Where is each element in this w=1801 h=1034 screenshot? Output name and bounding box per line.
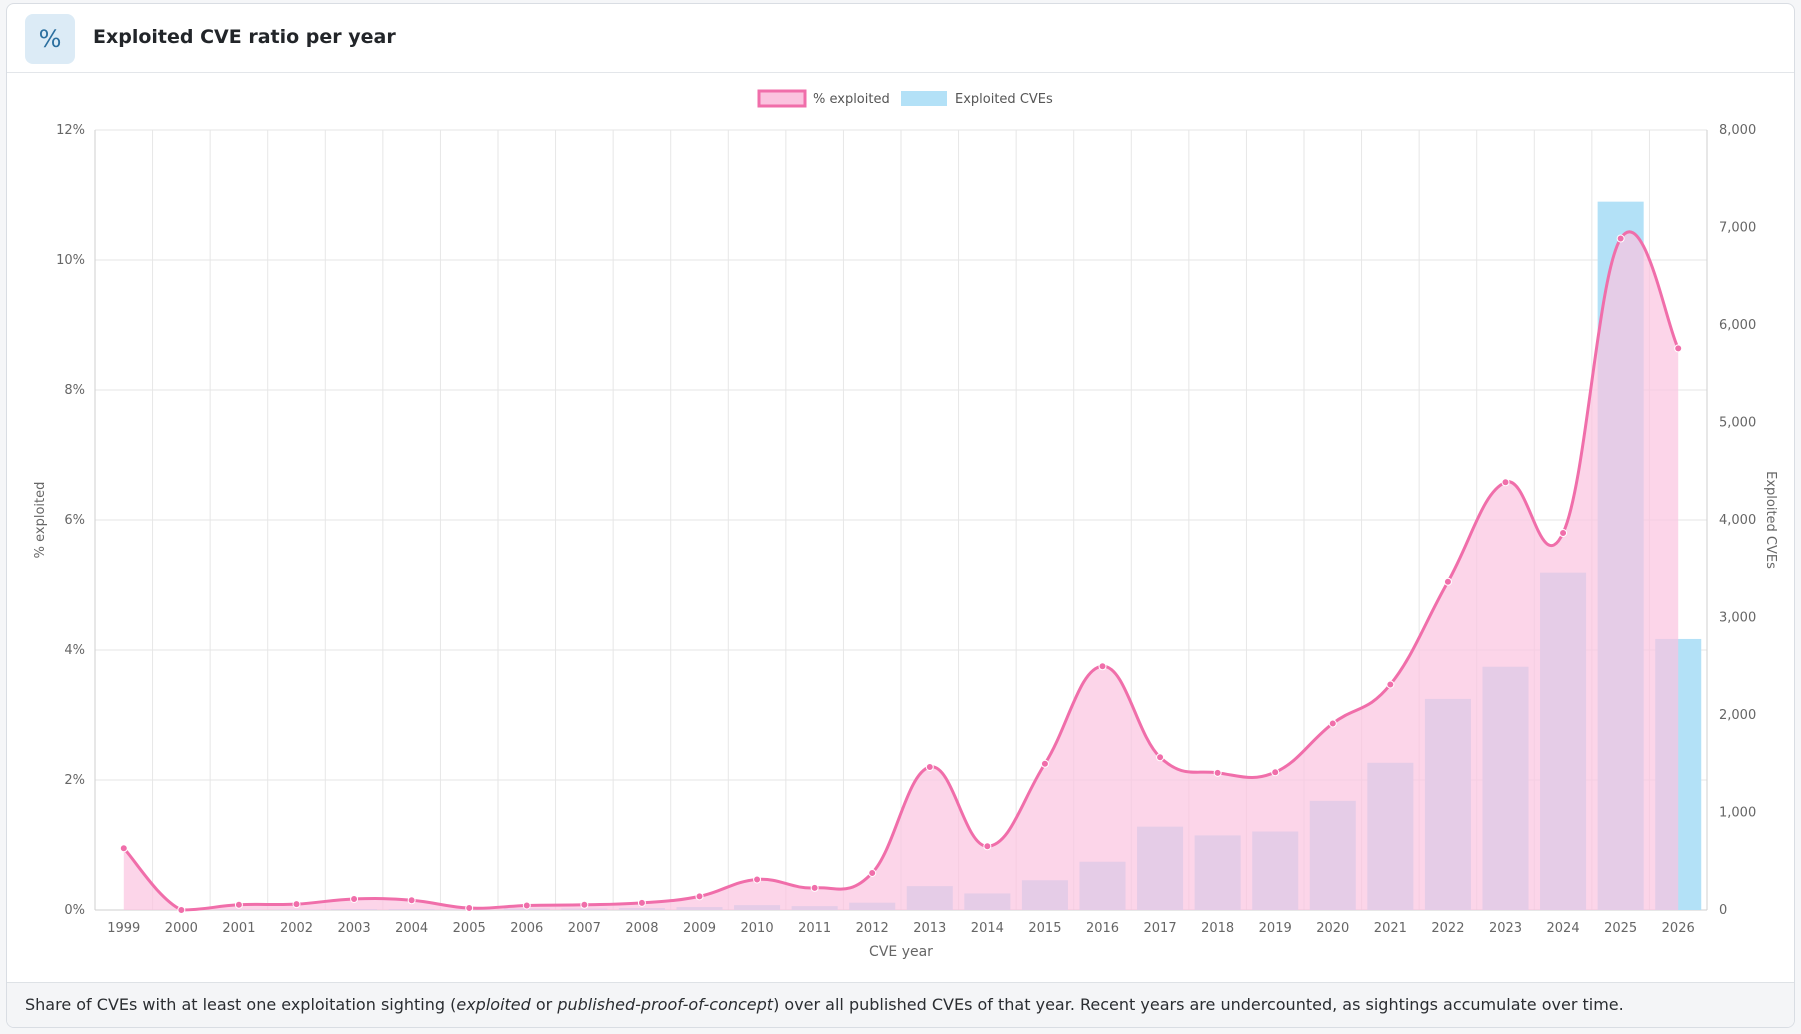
- x-tick-label: 2013: [913, 921, 946, 936]
- x-tick-label: 2005: [453, 921, 486, 936]
- legend-label-exploited-cves: Exploited CVEs: [955, 92, 1053, 107]
- x-axis-title: CVE year: [869, 944, 933, 960]
- y-right-tick-label: 0: [1719, 903, 1727, 918]
- point-pct-exploited: [637, 898, 646, 907]
- x-tick-label: 2024: [1547, 921, 1580, 936]
- y-right-tick-label: 2,000: [1719, 708, 1756, 723]
- x-tick-label: 2026: [1662, 921, 1695, 936]
- area-pct-exploited: [123, 231, 1679, 910]
- footer-text-part: or: [530, 995, 558, 1014]
- y-left-tick-label: 8%: [64, 383, 85, 398]
- chart-area: 0% 2% 4% 6% 8% 10% 12% 0 1,000 2,000 3,000 4,000 5,0…: [7, 73, 1794, 985]
- point-pct-exploited: [350, 894, 359, 903]
- x-tick-label: 2006: [510, 921, 543, 936]
- y-right-tick-label: 5,000: [1719, 416, 1756, 431]
- point-pct-exploited: [810, 883, 819, 892]
- footer-text-part: Share of CVEs with at least one exploita…: [25, 995, 457, 1014]
- legend-swatch-pct-exploited: [757, 89, 807, 108]
- card-footer: Share of CVEs with at least one exploita…: [7, 982, 1794, 1027]
- x-tick-label: 2001: [222, 921, 255, 936]
- point-pct-exploited: [1156, 753, 1165, 762]
- x-tick-label: 2018: [1201, 921, 1234, 936]
- x-tick-label: 2025: [1604, 921, 1637, 936]
- x-tick-label: 2016: [1086, 921, 1119, 936]
- x-tick-label: 2015: [1028, 921, 1061, 936]
- y-right-tick-label: 6,000: [1719, 318, 1756, 333]
- x-tick-label: 2009: [683, 921, 716, 936]
- legend-swatch-exploited-cves: [901, 91, 947, 106]
- point-pct-exploited: [1386, 680, 1395, 689]
- x-tick-label: 2017: [1144, 921, 1177, 936]
- x-tick-label: 2003: [338, 921, 371, 936]
- point-pct-exploited: [868, 868, 877, 877]
- x-tick-label: 2020: [1316, 921, 1349, 936]
- x-tick-label: 2023: [1489, 921, 1522, 936]
- percent-icon-glyph: %: [38, 25, 62, 53]
- point-pct-exploited: [407, 896, 416, 905]
- point-pct-exploited: [465, 904, 474, 913]
- y-right-tick-label: 4,000: [1719, 513, 1756, 528]
- point-pct-exploited: [119, 844, 128, 853]
- point-pct-exploited: [234, 900, 243, 909]
- y-right-tick-label: 7,000: [1719, 221, 1756, 236]
- point-pct-exploited: [1328, 719, 1337, 728]
- y-left-tick-label: 2%: [64, 773, 85, 788]
- x-tick-label: 2014: [971, 921, 1004, 936]
- x-tick-label: 1999: [107, 921, 140, 936]
- point-pct-exploited: [753, 875, 762, 884]
- y-left-axis-title: % exploited: [33, 482, 48, 559]
- point-pct-exploited: [983, 842, 992, 851]
- x-tick-label: 2019: [1259, 921, 1292, 936]
- point-pct-exploited: [1559, 529, 1568, 537]
- point-pct-exploited: [1616, 234, 1625, 243]
- card-header: % Exploited CVE ratio per year: [7, 4, 1794, 73]
- point-pct-exploited: [1213, 768, 1222, 777]
- x-tick-label: 2010: [741, 921, 774, 936]
- x-tick-label: 2002: [280, 921, 313, 936]
- point-pct-exploited: [1040, 759, 1049, 768]
- point-pct-exploited: [292, 900, 301, 909]
- y-right-axis-title: Exploited CVEs: [1763, 471, 1778, 569]
- point-pct-exploited: [695, 892, 704, 901]
- y-right-tick-label: 1,000: [1719, 806, 1756, 821]
- y-left-tick-label: 10%: [56, 253, 85, 268]
- y-right-tick-label: 8,000: [1719, 123, 1756, 138]
- chart-card: % Exploited CVE ratio per year 0% 2% 4% 6% 8…: [6, 3, 1795, 1028]
- point-pct-exploited: [1271, 768, 1280, 777]
- point-pct-exploited: [580, 900, 589, 909]
- x-tick-label: 2011: [798, 921, 831, 936]
- point-pct-exploited: [925, 763, 934, 771]
- point-pct-exploited: [177, 906, 186, 914]
- point-pct-exploited: [1674, 344, 1683, 353]
- x-tick-label: 2007: [568, 921, 601, 936]
- x-tick-label: 2000: [165, 921, 198, 936]
- cve-chart: 0% 2% 4% 6% 8% 10% 12% 0 1,000 2,000 3,000 4,000 5,0…: [33, 89, 1778, 960]
- x-tick-label: 2022: [1431, 921, 1464, 936]
- y-left-tick-label: 6%: [64, 513, 85, 528]
- x-tick-label: 2012: [856, 921, 889, 936]
- point-pct-exploited: [522, 901, 531, 910]
- x-tick-label: 2008: [625, 921, 658, 936]
- x-tick-label: 2004: [395, 921, 428, 936]
- footer-em-exploited: exploited: [456, 995, 531, 1014]
- point-pct-exploited: [1443, 577, 1452, 586]
- point-pct-exploited: [1098, 662, 1107, 671]
- y-right-tick-label: 3,000: [1719, 611, 1756, 626]
- point-pct-exploited: [1501, 478, 1510, 487]
- y-left-tick-label: 12%: [56, 123, 85, 138]
- x-tick-label: 2021: [1374, 921, 1407, 936]
- y-left-tick-label: 4%: [64, 643, 85, 658]
- legend-label-pct-exploited: % exploited: [813, 92, 890, 107]
- card-title: Exploited CVE ratio per year: [93, 26, 396, 48]
- footer-caption: Share of CVEs with at least one exploita…: [25, 995, 1624, 1014]
- y-left-tick-label: 0%: [64, 903, 85, 918]
- footer-text-part: ) over all published CVEs of that year. …: [773, 995, 1624, 1014]
- percent-icon: %: [25, 14, 75, 64]
- footer-em-poc: published-proof-of-concept: [557, 995, 774, 1014]
